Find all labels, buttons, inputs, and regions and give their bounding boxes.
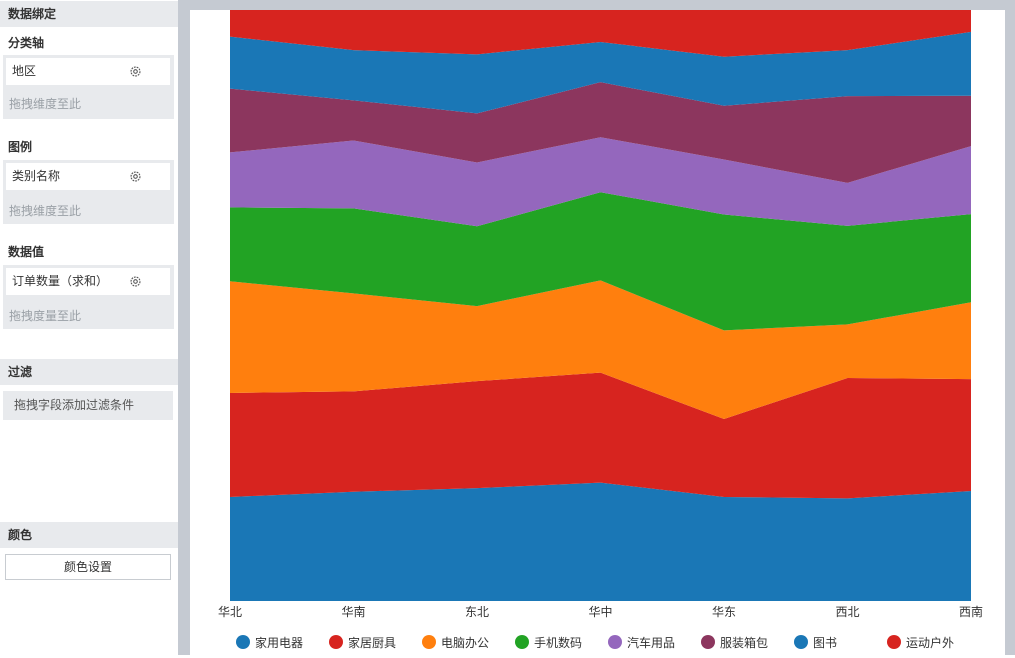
- x-tick-label: 华南: [341, 604, 365, 619]
- value-dropzone[interactable]: 订单数量（求和） 拖拽度量至此: [3, 265, 174, 329]
- legend-swatch: [701, 635, 715, 649]
- x-tick-label: 东北: [465, 605, 489, 619]
- area-series-5[interactable]: [230, 82, 971, 183]
- legend-label: 家居厨具: [348, 635, 396, 650]
- x-axis: 华北 华南 东北 华中 华东 西北 西南: [218, 604, 983, 619]
- value-field-chip[interactable]: 订单数量（求和）: [6, 268, 170, 295]
- legend-item[interactable]: 电脑办公: [422, 635, 489, 650]
- area-series-1[interactable]: [230, 372, 971, 499]
- binding-title: 数据绑定: [0, 1, 178, 27]
- x-tick-label: 华中: [588, 604, 612, 619]
- settings-gear-icon[interactable]: [129, 170, 142, 183]
- stacked-area-chart: 华北 华南 东北 华中 华东 西北 西南 家用电器 家居厨具 电脑办公 手机数码 汽车用品 服装箱包 图…: [218, 10, 983, 650]
- chart-stage: 华北 华南 东北 华中 华东 西北 西南 家用电器 家居厨具 电脑办公 手机数码 汽车用品 服装箱包 图…: [178, 0, 1015, 655]
- category-axis-label: 分类轴: [8, 36, 45, 50]
- filter-dropzone[interactable]: 拖拽字段添加过滤条件: [3, 391, 173, 420]
- legend-label: 家用电器: [255, 635, 303, 650]
- legend-label: 运动户外: [906, 635, 954, 650]
- legend-label: 电脑办公: [441, 635, 489, 650]
- legend-field-chip[interactable]: 类别名称: [6, 163, 170, 190]
- legend-field-name: 类别名称: [12, 169, 61, 183]
- settings-gear-icon[interactable]: [129, 65, 142, 78]
- legend-dropzone[interactable]: 类别名称 拖拽维度至此: [3, 160, 174, 224]
- value-drop-hint: 拖拽度量至此: [9, 309, 82, 323]
- legend-item[interactable]: 服装箱包: [701, 635, 768, 650]
- filter-title: 过滤: [0, 359, 178, 385]
- legend-item[interactable]: 图书: [794, 635, 837, 650]
- chart-legend: 家用电器 家居厨具 电脑办公 手机数码 汽车用品 服装箱包 图书 运动户外: [236, 635, 954, 650]
- legend-swatch: [422, 635, 436, 649]
- field-binding-panel: 数据绑定 分类轴 地区 拖拽维度至此 图例 类别名称 拖拽维度至此 数据值 订单…: [0, 0, 178, 655]
- category-axis-drop-hint: 拖拽维度至此: [9, 97, 82, 111]
- legend-swatch: [794, 635, 808, 649]
- legend-item[interactable]: 汽车用品: [608, 635, 675, 650]
- value-field-name: 订单数量（求和）: [12, 274, 109, 288]
- legend-item[interactable]: 家用电器: [236, 635, 303, 650]
- legend-item[interactable]: 手机数码: [515, 635, 582, 650]
- area-series-4[interactable]: [230, 137, 971, 227]
- settings-gear-icon[interactable]: [129, 275, 142, 288]
- legend-item[interactable]: 运动户外: [887, 635, 954, 650]
- color-settings-button[interactable]: 颜色设置: [5, 554, 171, 580]
- legend-swatch: [887, 635, 901, 649]
- area-series-6[interactable]: [230, 31, 971, 114]
- area-series-0[interactable]: [230, 482, 971, 601]
- x-tick-label: 华北: [218, 605, 242, 619]
- legend-swatch: [329, 635, 343, 649]
- area-series-7[interactable]: [230, 10, 971, 57]
- legend-swatch: [515, 635, 529, 649]
- legend-swatch: [608, 635, 622, 649]
- chart-card: 华北 华南 东北 华中 华东 西北 西南 家用电器 家居厨具 电脑办公 手机数码 汽车用品 服装箱包 图…: [190, 10, 1005, 655]
- color-title: 颜色: [0, 522, 178, 548]
- legend-swatch: [236, 635, 250, 649]
- area-series-2[interactable]: [230, 280, 971, 419]
- legend-drop-hint: 拖拽维度至此: [9, 204, 82, 218]
- legend-label: 汽车用品: [627, 635, 675, 650]
- x-tick-label: 西南: [959, 604, 983, 619]
- legend-label: 图例: [8, 140, 33, 154]
- legend-label: 手机数码: [534, 635, 582, 650]
- legend-item[interactable]: 家居厨具: [329, 635, 396, 650]
- category-axis-field-name: 地区: [12, 64, 37, 78]
- x-tick-label: 华东: [712, 605, 736, 619]
- value-label: 数据值: [8, 245, 45, 259]
- category-axis-dropzone[interactable]: 地区 拖拽维度至此: [3, 55, 174, 119]
- legend-label: 图书: [813, 636, 837, 650]
- legend-label: 服装箱包: [720, 635, 768, 650]
- category-axis-field-chip[interactable]: 地区: [6, 58, 170, 85]
- area-series-3[interactable]: [230, 192, 971, 331]
- x-tick-label: 西北: [835, 605, 859, 619]
- area-layers: [230, 10, 971, 601]
